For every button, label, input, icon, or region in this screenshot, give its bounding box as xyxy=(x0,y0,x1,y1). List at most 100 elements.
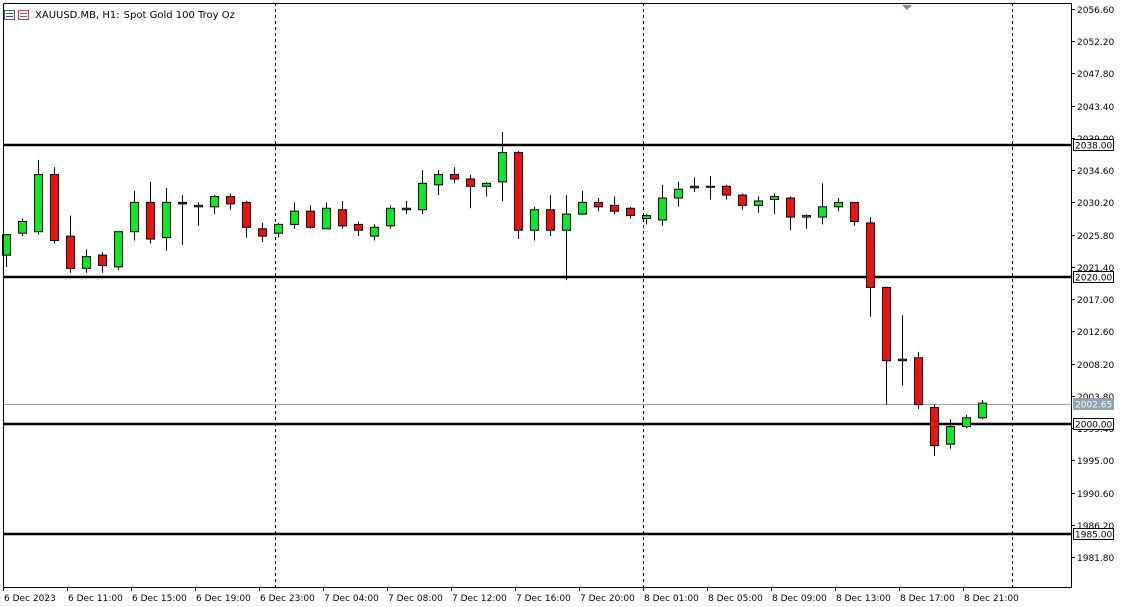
candle-body-bear xyxy=(546,209,555,231)
candle-body-bull xyxy=(770,196,779,200)
candle-body-bull xyxy=(658,197,667,221)
candle-16 xyxy=(242,200,251,238)
y-tick-label: 2043.40 xyxy=(1077,103,1114,113)
candle-11 xyxy=(162,187,171,251)
trade-panel-icon[interactable] xyxy=(18,10,29,20)
candle-59 xyxy=(930,404,939,456)
candle-12 xyxy=(178,195,187,245)
price-tag-label: 2038.00 xyxy=(1075,142,1112,152)
y-tick-label: 2034.60 xyxy=(1077,167,1114,177)
candlestick-series xyxy=(2,132,987,456)
candle-body-bear xyxy=(738,194,747,206)
candle-body-bull xyxy=(946,426,955,445)
candle-body-bull xyxy=(370,226,379,237)
y-tick-label: 2030.20 xyxy=(1077,199,1114,209)
period-separators xyxy=(275,3,1013,587)
candle-body-bear xyxy=(242,201,251,228)
price-tag-2002.65: 2002.65 xyxy=(1073,398,1114,411)
candle-15 xyxy=(226,193,235,210)
candle-body-bull xyxy=(162,201,171,239)
candle-47 xyxy=(738,193,747,210)
candle-body-bull xyxy=(962,417,971,428)
symbol-description: Spot Gold 100 Troy Oz xyxy=(123,9,235,21)
candle-38 xyxy=(594,198,603,212)
price-tag-label: 2002.65 xyxy=(1075,401,1112,411)
candle-body-bear xyxy=(354,223,363,231)
candle-19 xyxy=(290,202,299,229)
candle-body-bear xyxy=(850,201,859,222)
chart-frame xyxy=(3,3,1072,588)
candle-23 xyxy=(354,221,363,237)
candle-4 xyxy=(50,167,59,244)
y-tick-label: 1986.20 xyxy=(1077,522,1114,532)
time-axis[interactable]: 6 Dec 2023 6 Dec 11:00 6 Dec 15:00 6 Dec 19… xyxy=(3,587,1020,604)
candle-body-bull xyxy=(322,207,331,230)
candle-body-bull xyxy=(2,234,11,256)
candle-45 xyxy=(706,176,715,200)
x-tick-label: 6 Dec 19:00 xyxy=(196,594,251,604)
candle-55 xyxy=(866,217,875,317)
candle-46 xyxy=(722,184,731,200)
candle-8 xyxy=(114,231,123,270)
horizontal-levels[interactable] xyxy=(3,143,1071,536)
candle-51 xyxy=(802,214,811,229)
candle-body-bull xyxy=(674,188,683,199)
plot-border xyxy=(3,3,1072,588)
candle-9 xyxy=(130,190,139,241)
candle-50 xyxy=(786,196,795,231)
candle-body-bear xyxy=(50,174,59,242)
x-tick-label: 6 Dec 15:00 xyxy=(132,594,187,604)
y-tick-label: 2056.60 xyxy=(1077,6,1114,16)
candle-34 xyxy=(530,206,539,241)
candle-body-bear xyxy=(626,207,635,217)
candle-body-bull xyxy=(706,185,715,188)
candle-61 xyxy=(962,414,971,429)
candle-54 xyxy=(850,201,859,226)
y-tick-label: 1990.60 xyxy=(1077,490,1114,500)
candle-body-bear xyxy=(338,209,347,227)
price-tag-2038.00: 2038.00 xyxy=(1073,139,1114,152)
candle-body-bear xyxy=(450,174,459,180)
candle-body-bear xyxy=(882,286,891,362)
x-tick-label: 7 Dec 20:00 xyxy=(580,594,635,604)
y-tick-label: 2012.60 xyxy=(1077,328,1114,338)
x-tick-label: 8 Dec 01:00 xyxy=(644,594,699,604)
candle-17 xyxy=(258,222,267,242)
price-tag-box xyxy=(1073,271,1114,283)
candle-body-bull xyxy=(402,207,411,211)
chart-window-icon[interactable] xyxy=(4,10,15,20)
candle-body-bear xyxy=(226,196,235,205)
candle-body-bear xyxy=(146,201,155,240)
candle-body-bull xyxy=(274,223,283,234)
x-tick-label: 8 Dec 05:00 xyxy=(708,594,763,604)
price-tag-label: 2000.00 xyxy=(1075,421,1112,431)
price-tag-box xyxy=(1073,418,1114,430)
chart-shift-marker-icon[interactable] xyxy=(902,5,912,10)
price-tag-box xyxy=(1073,528,1114,540)
candle-5 xyxy=(66,215,75,273)
candle-body-bull xyxy=(818,206,827,218)
candle-62 xyxy=(978,400,987,420)
candle-56 xyxy=(882,286,891,405)
candle-20 xyxy=(306,205,315,229)
candle-body-bear xyxy=(866,222,875,288)
candle-body-bear xyxy=(178,201,187,205)
y-tick-label: 2052.20 xyxy=(1077,38,1114,48)
x-tick-label: 7 Dec 04:00 xyxy=(324,594,379,604)
candle-31 xyxy=(482,181,491,197)
candle-body-bull xyxy=(82,256,91,269)
candle-18 xyxy=(274,222,283,238)
candle-57 xyxy=(898,315,907,386)
candle-21 xyxy=(322,202,331,230)
candle-43 xyxy=(674,181,683,207)
x-tick-label: 6 Dec 2023 xyxy=(4,594,56,604)
price-tag-label: 2020.00 xyxy=(1075,274,1112,284)
x-tick-label: 8 Dec 17:00 xyxy=(900,594,955,604)
candle-48 xyxy=(754,196,763,213)
symbol-label: XAUUSD.MB xyxy=(35,9,97,21)
candle-body-bull xyxy=(194,204,203,208)
candle-22 xyxy=(338,200,347,229)
candle-14 xyxy=(210,195,219,215)
